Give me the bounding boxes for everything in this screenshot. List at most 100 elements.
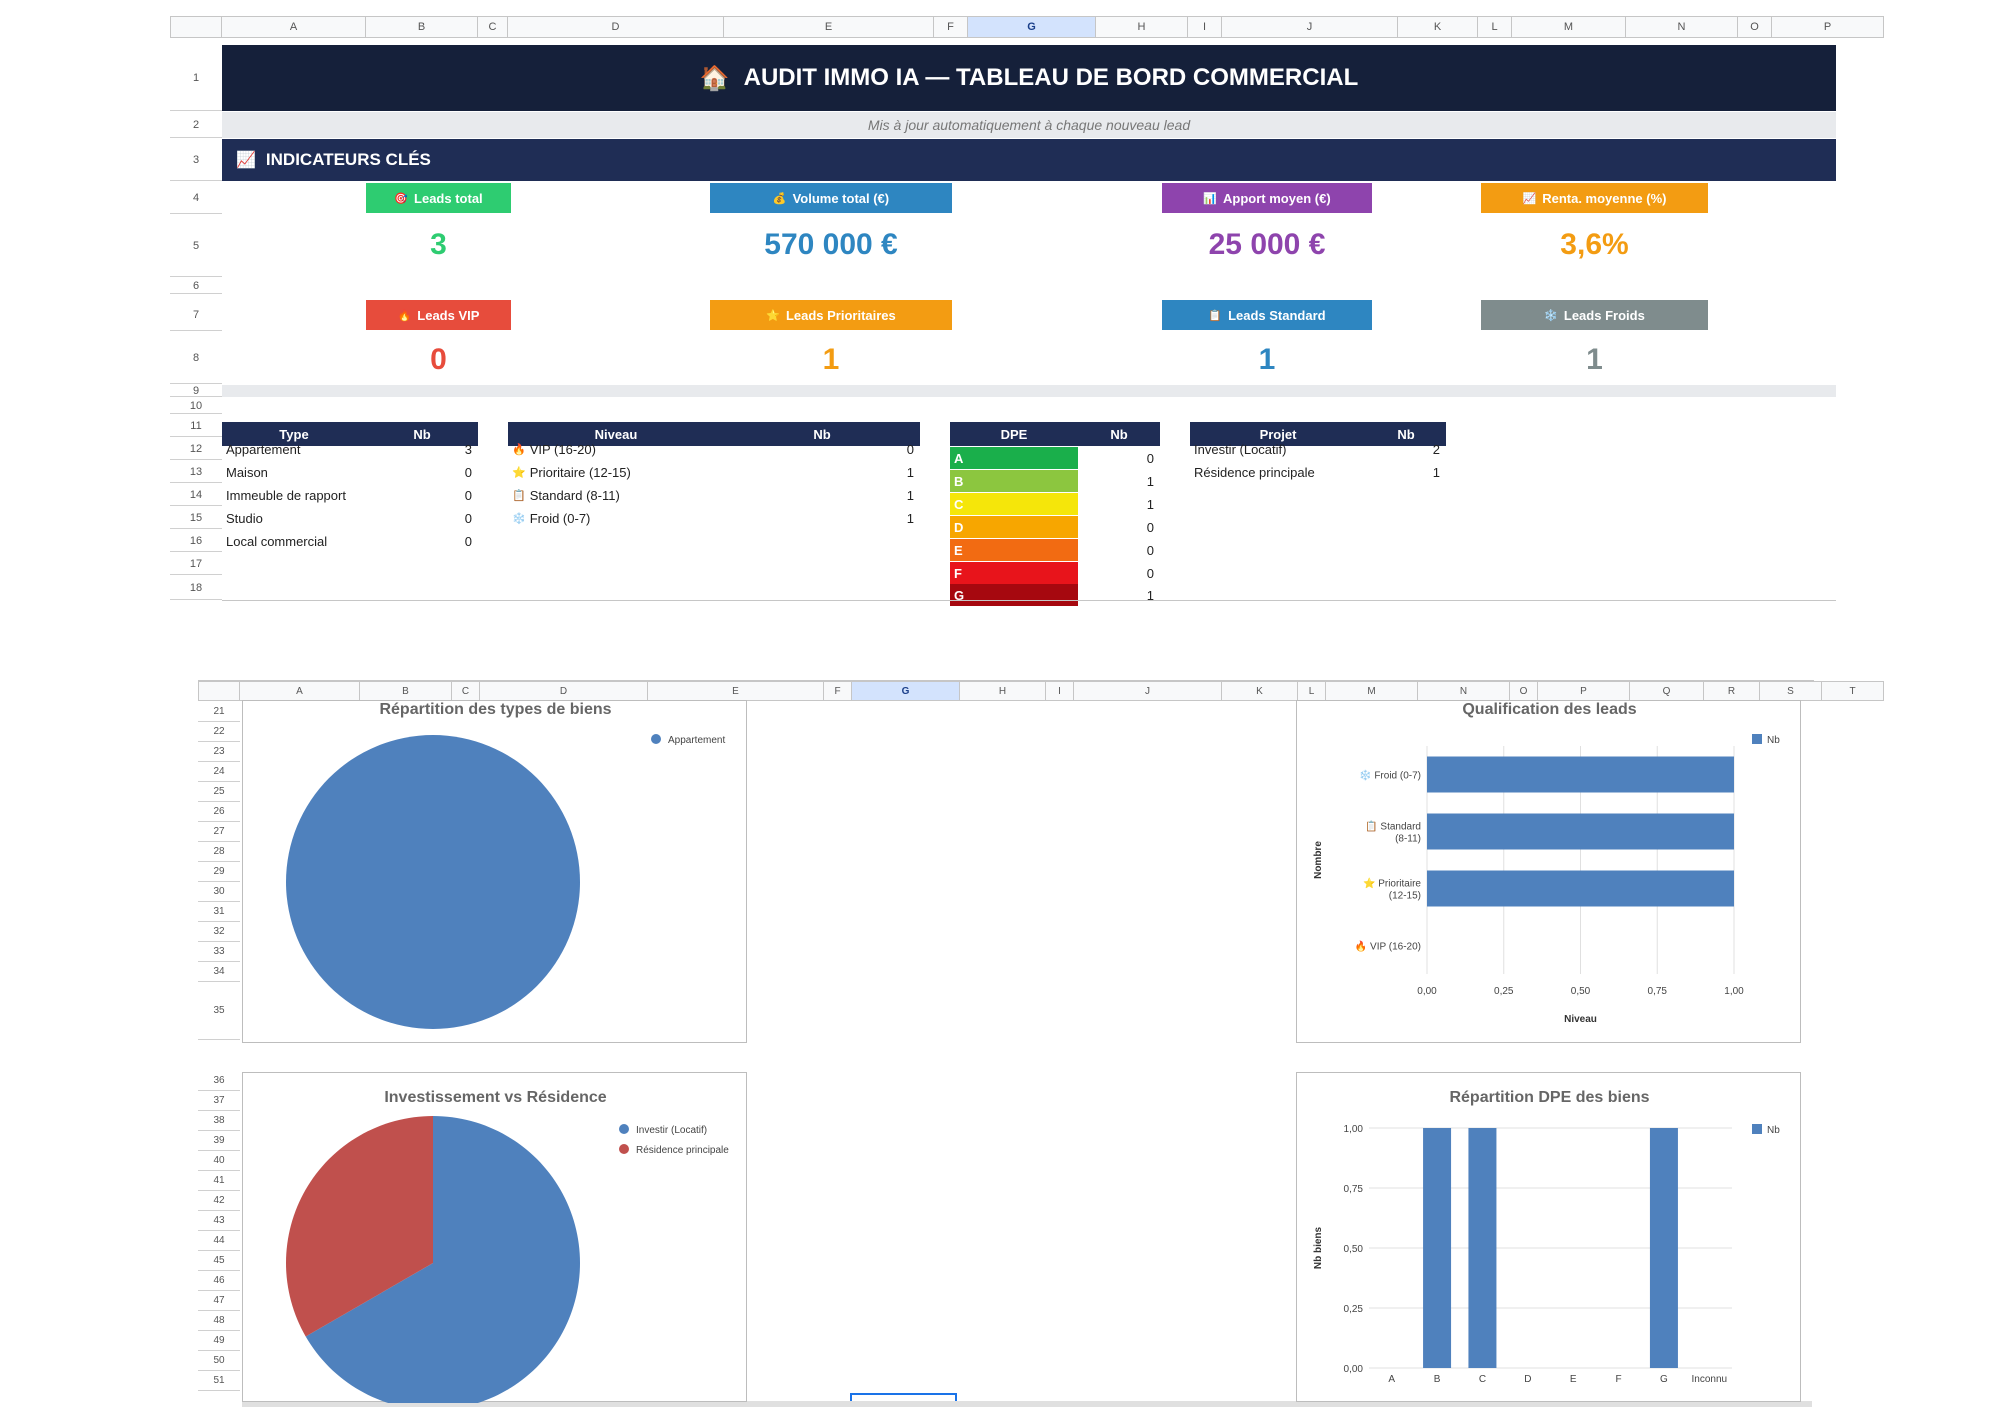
bar[interactable]	[1649, 1128, 1678, 1368]
row-header-37[interactable]: 37	[198, 1091, 240, 1111]
column-header-o[interactable]: O	[1510, 681, 1538, 701]
column-header-q[interactable]: Q	[1630, 681, 1704, 701]
row-header-25[interactable]: 25	[198, 782, 240, 802]
row-header-32[interactable]: 32	[198, 922, 240, 942]
row-header-8[interactable]: 8	[170, 332, 222, 384]
row-header-11[interactable]: 11	[170, 415, 222, 437]
row-header-47[interactable]: 47	[198, 1291, 240, 1311]
bar[interactable]	[1427, 756, 1734, 793]
row-header-40[interactable]: 40	[198, 1151, 240, 1171]
row-header-36[interactable]: 36	[198, 1071, 240, 1091]
column-header-n[interactable]: N	[1626, 16, 1738, 38]
row-header-21[interactable]: 21	[198, 702, 240, 722]
row-header-51[interactable]: 51	[198, 1371, 240, 1391]
row-header-39[interactable]: 39	[198, 1131, 240, 1151]
row-header-45[interactable]: 45	[198, 1251, 240, 1271]
column-header-r[interactable]: R	[1704, 681, 1760, 701]
row-header-16[interactable]: 16	[170, 530, 222, 552]
row-header-13[interactable]: 13	[170, 461, 222, 483]
row-header-18[interactable]: 18	[170, 576, 222, 600]
row-header-30[interactable]: 30	[198, 882, 240, 902]
column-header-k[interactable]: K	[1222, 681, 1298, 701]
row-header-42[interactable]: 42	[198, 1191, 240, 1211]
column-header-j[interactable]: J	[1222, 16, 1398, 38]
row-header-49[interactable]: 49	[198, 1331, 240, 1351]
column-header-c[interactable]: C	[452, 681, 480, 701]
column-header-l[interactable]: L	[1298, 681, 1326, 701]
chart-invest-residence[interactable]: Investissement vs Résidence Investir (Lo…	[242, 1072, 747, 1403]
bar[interactable]	[1427, 813, 1734, 850]
row-header-46[interactable]: 46	[198, 1271, 240, 1291]
column-header-k[interactable]: K	[1398, 16, 1478, 38]
column-header-d[interactable]: D	[480, 681, 648, 701]
selected-cell[interactable]	[850, 1393, 957, 1401]
pie-slice[interactable]	[305, 1116, 580, 1403]
row-header-5[interactable]: 5	[170, 215, 222, 277]
row-header-29[interactable]: 29	[198, 862, 240, 882]
column-header-f[interactable]: F	[824, 681, 852, 701]
row-header-27[interactable]: 27	[198, 822, 240, 842]
column-header-b[interactable]: B	[366, 16, 478, 38]
pie-slice[interactable]	[286, 1116, 433, 1337]
column-header-g[interactable]: G	[968, 16, 1096, 38]
chart-dpe-biens[interactable]: Répartition DPE des biens 0,00 0,25 0,50 0,…	[1296, 1072, 1801, 1402]
column-header-m[interactable]: M	[1326, 681, 1418, 701]
row-header-7[interactable]: 7	[170, 299, 222, 331]
column-header-f[interactable]: F	[934, 16, 968, 38]
row-header-17[interactable]: 17	[170, 553, 222, 575]
row-header-24[interactable]: 24	[198, 762, 240, 782]
row-header-43[interactable]: 43	[198, 1211, 240, 1231]
select-all-corner[interactable]	[170, 16, 222, 38]
column-header-n[interactable]: N	[1418, 681, 1510, 701]
bar[interactable]	[1468, 1128, 1497, 1368]
pie-slice[interactable]	[286, 735, 580, 1029]
chart-types-biens[interactable]: Répartition des types de biens Apparteme…	[242, 700, 747, 1043]
row-header-33[interactable]: 33	[198, 942, 240, 962]
column-header-p[interactable]: P	[1772, 16, 1884, 38]
column-header-i[interactable]: I	[1046, 681, 1074, 701]
column-header-h[interactable]: H	[960, 681, 1046, 701]
column-header-h[interactable]: H	[1096, 16, 1188, 38]
bar[interactable]	[1427, 870, 1734, 907]
column-header-b[interactable]: B	[360, 681, 452, 701]
row-header-28[interactable]: 28	[198, 842, 240, 862]
column-header-l[interactable]: L	[1478, 16, 1512, 38]
row-header-38[interactable]: 38	[198, 1111, 240, 1131]
column-header-d[interactable]: D	[508, 16, 724, 38]
column-header-s[interactable]: S	[1760, 681, 1822, 701]
row-header-6[interactable]: 6	[170, 278, 222, 294]
column-header-j[interactable]: J	[1074, 681, 1222, 701]
chart-qualification-leads[interactable]: Qualification des leads 0,00 0,25 0,50 0,75…	[1296, 700, 1801, 1043]
row-header-14[interactable]: 14	[170, 484, 222, 506]
row-header-48[interactable]: 48	[198, 1311, 240, 1331]
column-header-a[interactable]: A	[222, 16, 366, 38]
column-header-e[interactable]: E	[648, 681, 824, 701]
row-header-31[interactable]: 31	[198, 902, 240, 922]
row-header-41[interactable]: 41	[198, 1171, 240, 1191]
row-header-22[interactable]: 22	[198, 722, 240, 742]
column-header-m[interactable]: M	[1512, 16, 1626, 38]
row-header-34[interactable]: 34	[198, 962, 240, 982]
row-header-50[interactable]: 50	[198, 1351, 240, 1371]
row-header-35[interactable]: 35	[198, 982, 240, 1040]
row-header-3[interactable]: 3	[170, 139, 222, 181]
scrollbar-bottom[interactable]	[242, 1401, 1812, 1407]
row-header-26[interactable]: 26	[198, 802, 240, 822]
row-header-9[interactable]: 9	[170, 385, 222, 397]
column-header-i[interactable]: I	[1188, 16, 1222, 38]
column-header-g[interactable]: G	[852, 681, 960, 701]
row-header-44[interactable]: 44	[198, 1231, 240, 1251]
row-header-23[interactable]: 23	[198, 742, 240, 762]
row-header-2[interactable]: 2	[170, 112, 222, 138]
select-all-corner-2[interactable]	[198, 681, 240, 701]
column-header-t[interactable]: T	[1822, 681, 1884, 701]
column-header-e[interactable]: E	[724, 16, 934, 38]
row-header-15[interactable]: 15	[170, 507, 222, 529]
column-header-c[interactable]: C	[478, 16, 508, 38]
row-header-1[interactable]: 1	[170, 45, 222, 111]
column-header-o[interactable]: O	[1738, 16, 1772, 38]
row-header-10[interactable]: 10	[170, 398, 222, 414]
row-header-4[interactable]: 4	[170, 182, 222, 214]
column-header-p[interactable]: P	[1538, 681, 1630, 701]
column-header-a[interactable]: A	[240, 681, 360, 701]
